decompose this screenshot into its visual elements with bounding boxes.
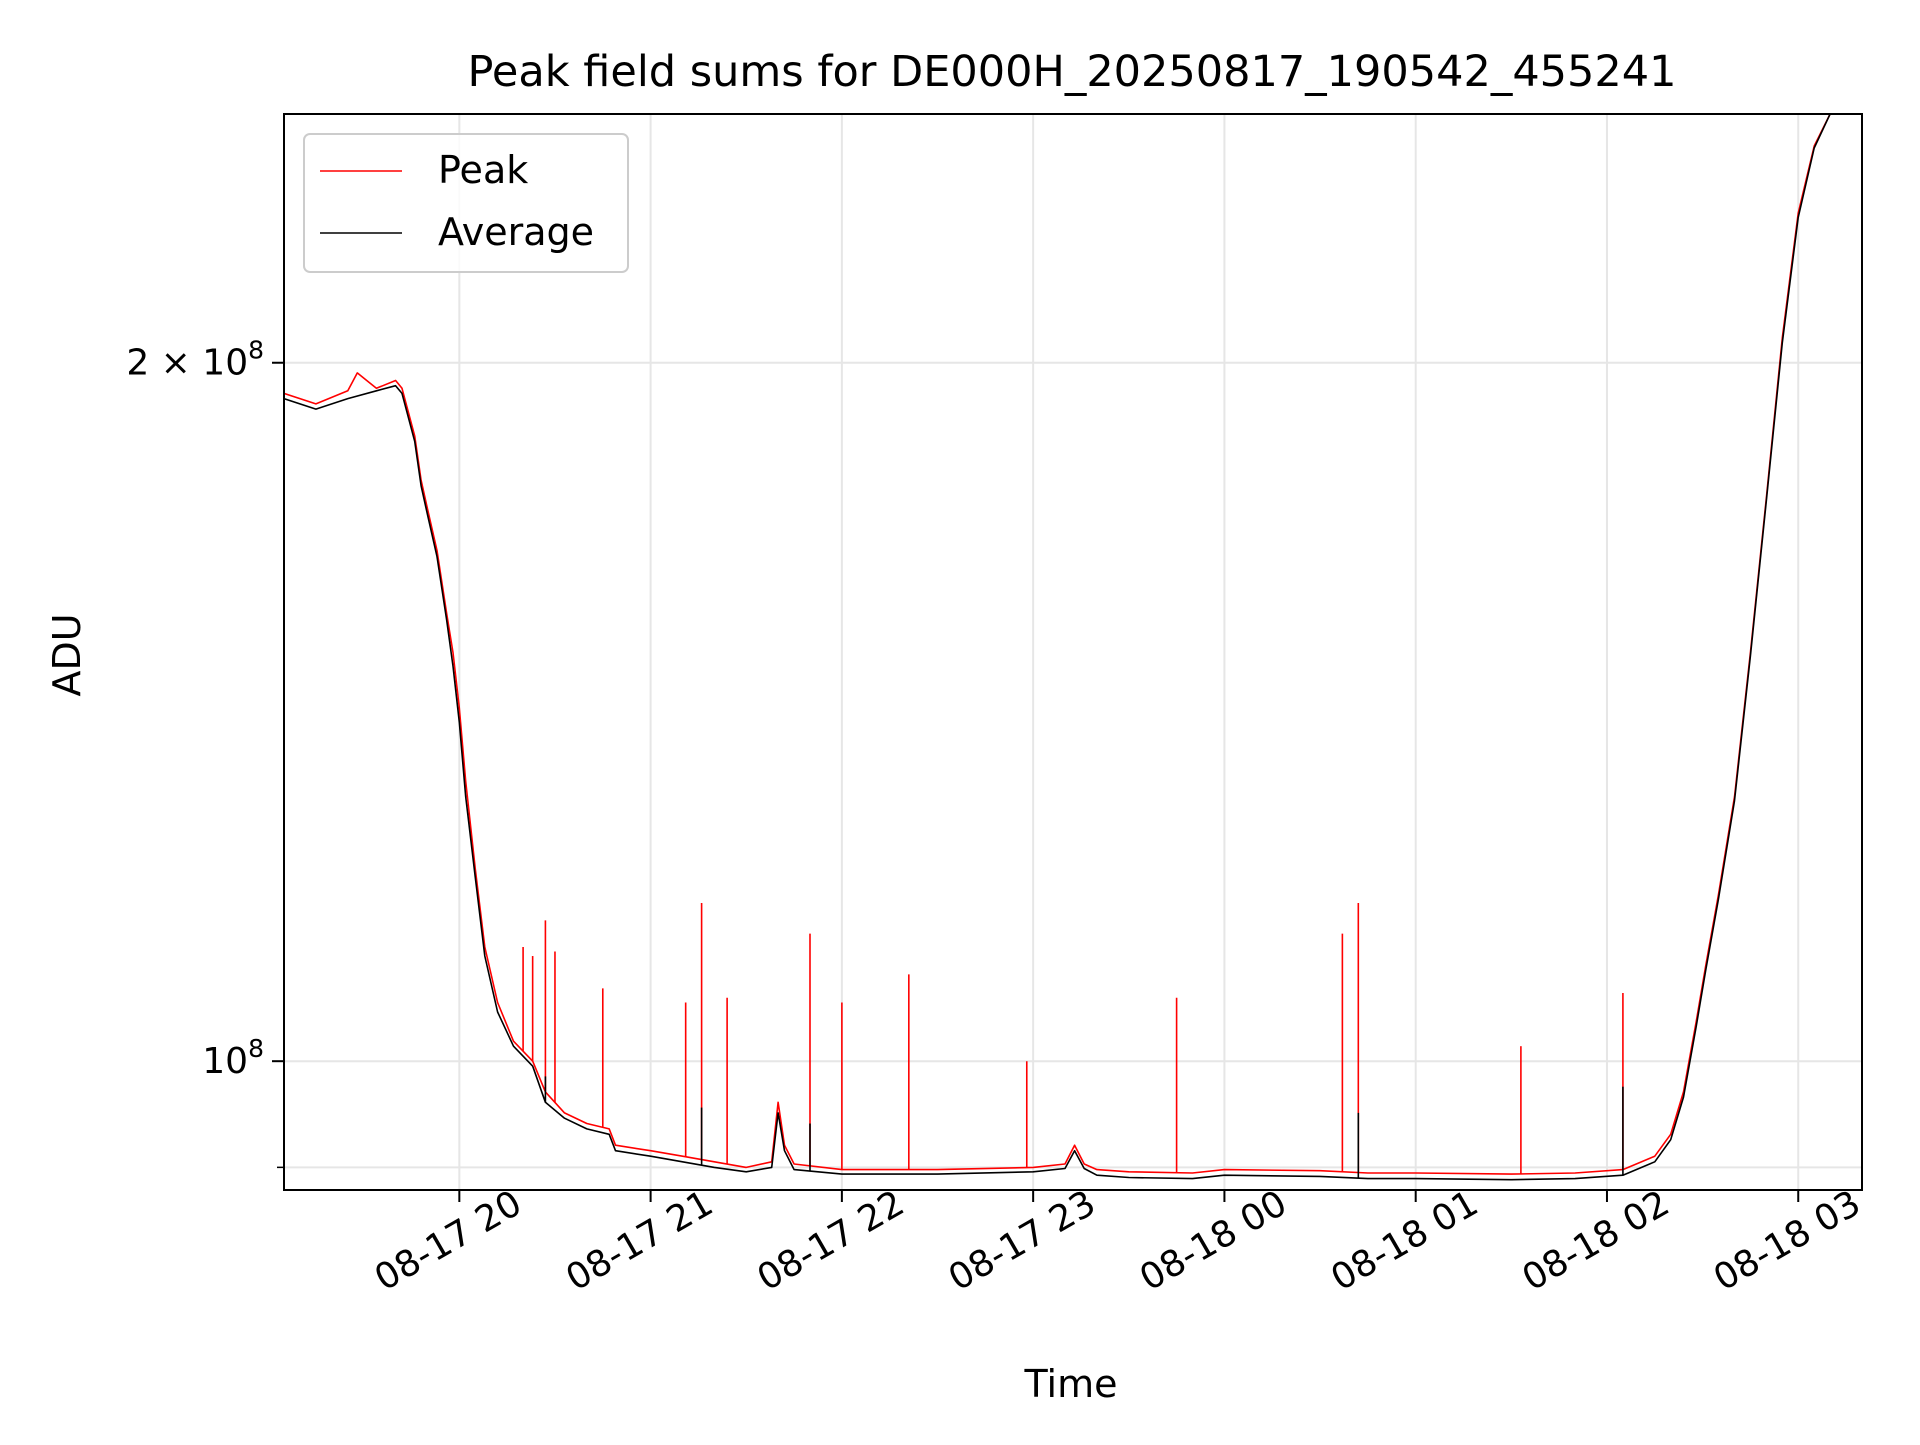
series-line-peak <box>284 114 1862 1175</box>
plot-frame <box>283 113 1863 1191</box>
legend-box <box>303 133 629 273</box>
x-tick-label: 08-17 20 <box>368 1183 529 1299</box>
y-tick-label: 108 <box>202 1034 264 1082</box>
chart-title: Peak field sums for DE000H_20250817_1905… <box>468 47 1677 97</box>
legend: Peak Average <box>303 133 629 273</box>
series-line-average <box>284 114 1862 1181</box>
x-tick-label: 08-18 01 <box>1324 1183 1485 1299</box>
x-tick-label: 08-18 03 <box>1707 1183 1868 1299</box>
x-tick-label: 08-17 23 <box>942 1183 1103 1299</box>
y-tick-label-base: 2 × 10 <box>126 343 248 384</box>
legend-label-average: Average <box>438 210 594 254</box>
plot-lines <box>284 114 1862 1181</box>
y-tick-label-base: 10 <box>202 1041 248 1082</box>
series-average <box>284 114 1862 1181</box>
x-tick-label: 08-18 00 <box>1133 1183 1294 1299</box>
legend-label-peak: Peak <box>438 148 528 192</box>
y-axis-label: ADU <box>45 613 89 696</box>
y-tick-label-exponent: 8 <box>248 336 264 365</box>
x-tick-label: 08-17 21 <box>559 1183 720 1299</box>
y-tick-label: 2 × 108 <box>126 336 264 384</box>
grid <box>284 114 1862 1190</box>
x-axis-ticks: 08-17 20 08-17 21 08-17 22 08-17 23 08-18 00… <box>368 1183 1868 1299</box>
y-tick-label-exponent: 8 <box>248 1034 264 1063</box>
x-tick-label: 08-18 02 <box>1516 1183 1677 1299</box>
series-peak <box>284 114 1862 1175</box>
x-tick-label: 08-17 22 <box>751 1183 912 1299</box>
x-axis-label: Time <box>1024 1362 1118 1406</box>
